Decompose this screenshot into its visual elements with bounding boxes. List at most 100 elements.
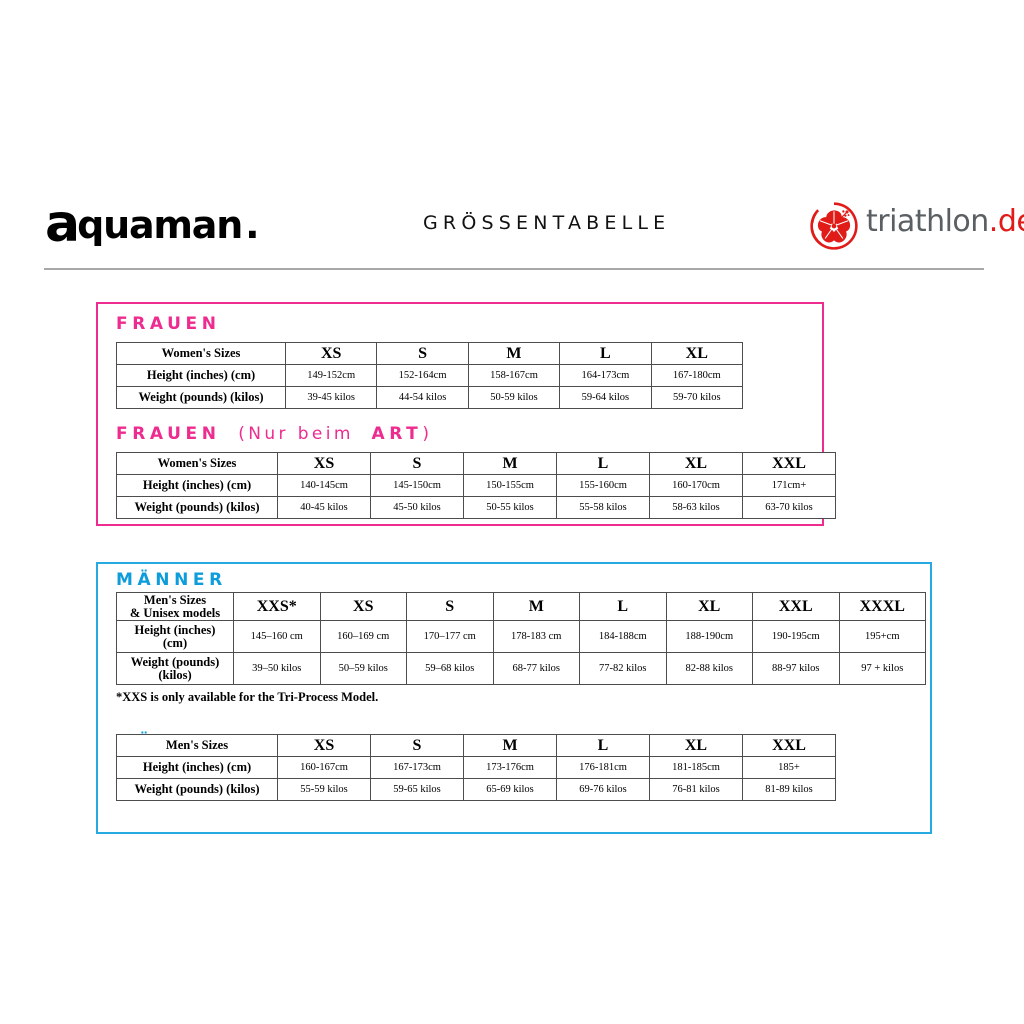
men-size-table-primary: Men's Sizes & Unisex models XXS* XS S M L…: [116, 592, 926, 685]
men2-weight-xxl: 81-89 kilos: [742, 778, 836, 801]
men1-size-l: L: [579, 592, 667, 621]
women2-height-m: 150-155cm: [463, 474, 557, 497]
women1-height-xs: 149-152cm: [284, 364, 378, 387]
men1-weight-label-line1: Weight (pounds): [130, 654, 220, 669]
men2-size-xxl: XXL: [742, 734, 836, 757]
men1-size-xxs: XXS*: [233, 592, 321, 621]
men2-height-l: 176-181cm: [556, 756, 650, 779]
triathlon-de-logo[interactable]: triathlon.de: [762, 196, 1024, 256]
women2-height-xxl: 171cm+: [742, 474, 836, 497]
women1-height-m: 158-167cm: [467, 364, 561, 387]
women2-height-xl: 160-170cm: [649, 474, 743, 497]
women1-height-s: 152-164cm: [376, 364, 469, 387]
xxs-footnote: *XXS is only available for the Tri-Proce…: [116, 690, 379, 704]
women2-weight-label: Weight (pounds) (kilos): [116, 496, 278, 519]
women2-weight-xl: 58-63 kilos: [649, 496, 743, 519]
women2-height-l: 155-160cm: [556, 474, 650, 497]
men1-weight-s: 59–68 kilos: [406, 652, 494, 685]
men2-weight-l: 69-76 kilos: [556, 778, 650, 801]
women1-weight-m: 50-59 kilos: [467, 386, 561, 409]
men2-corner-label: Men's Sizes: [116, 734, 278, 757]
men1-height-xl: 188-190cm: [665, 620, 753, 653]
men1-height-xxs: 145–160 cm: [233, 620, 321, 653]
men1-height-xs: 160–169 cm: [319, 620, 407, 653]
women2-size-xxl: XXL: [742, 452, 836, 475]
aquaman-logo: aquaman.: [45, 198, 260, 250]
men1-height-m: 178-183 cm: [492, 620, 580, 653]
men1-weight-m: 68-77 kilos: [492, 652, 580, 685]
women2-weight-xs: 40-45 kilos: [277, 496, 371, 519]
men2-weight-xs: 55-59 kilos: [277, 778, 371, 801]
women2-size-l: L: [556, 452, 650, 475]
men1-corner-label: Men's Sizes & Unisex models: [116, 592, 234, 621]
table-row: Weight (pounds) (kilos) 55-59 kilos 59-6…: [116, 778, 836, 801]
table-row: Men's Sizes XS S M L XL XXL: [116, 734, 836, 757]
women2-height-s: 145-150cm: [370, 474, 464, 497]
men2-height-m: 173-176cm: [463, 756, 557, 779]
men2-height-xxl: 185+: [742, 756, 836, 779]
women-sizes-section: FRAUEN Women's Sizes XS S M L XL Height …: [96, 302, 836, 526]
men2-size-m: M: [463, 734, 557, 757]
men2-weight-m: 65-69 kilos: [463, 778, 557, 801]
women1-corner-label: Women's Sizes: [116, 342, 286, 365]
page-title: GRÖSSENTABELLE: [423, 212, 671, 234]
women2-weight-s: 45-50 kilos: [370, 496, 464, 519]
women1-height-label: Height (inches) (cm): [116, 364, 286, 387]
table-row: Height (inches) (cm) 145–160 cm 160–169 c…: [116, 620, 926, 653]
women1-size-xl: XL: [650, 342, 743, 365]
triathlon-de-wordmark: triathlon.de: [866, 204, 1024, 239]
men1-weight-label: Weight (pounds) (kilos): [116, 652, 234, 685]
men-size-table-art: Men's Sizes XS S M L XL XXL Height (inch…: [116, 734, 836, 801]
women2-size-xs: XS: [277, 452, 371, 475]
men2-weight-xl: 76-81 kilos: [649, 778, 743, 801]
women-heading2-art: ART: [371, 424, 423, 444]
women1-height-xl: 167-180cm: [650, 364, 743, 387]
aquaman-logo-text: quaman: [77, 203, 243, 247]
men1-height-label-line2: (cm): [162, 635, 188, 650]
women2-weight-xxl: 63-70 kilos: [742, 496, 836, 519]
men1-height-l: 184-188cm: [579, 620, 667, 653]
men1-size-xl: XL: [665, 592, 753, 621]
women2-size-s: S: [370, 452, 464, 475]
women1-weight-label: Weight (pounds) (kilos): [116, 386, 286, 409]
women1-weight-xs: 39-45 kilos: [284, 386, 378, 409]
men-sizes-section: MÄNNER Men's Sizes & Unisex models XXS* X…: [96, 562, 932, 834]
table-row: Weight (pounds) (kilos) 39-45 kilos 44-5…: [116, 386, 743, 409]
women1-weight-xl: 59-70 kilos: [650, 386, 743, 409]
women1-weight-s: 44-54 kilos: [376, 386, 469, 409]
page-header: aquaman. GRÖSSENTABELLE: [0, 0, 1024, 275]
men1-height-xxl: 190-195cm: [752, 620, 840, 653]
women-heading2-open: (Nur beim: [238, 424, 354, 444]
women-section-heading-2: FRAUEN (Nur beim ART): [116, 424, 432, 444]
men2-size-s: S: [370, 734, 464, 757]
men2-height-xl: 181-185cm: [649, 756, 743, 779]
men2-size-l: L: [556, 734, 650, 757]
women-heading2-main: FRAUEN: [116, 424, 221, 444]
men1-corner-line1: Men's Sizes: [143, 592, 207, 607]
women2-weight-l: 55-58 kilos: [556, 496, 650, 519]
triathlon-tld: .de: [988, 204, 1024, 239]
men1-weight-xs: 50–59 kilos: [319, 652, 407, 685]
men1-size-s: S: [406, 592, 494, 621]
table-row: Weight (pounds) (kilos) 39–50 kilos 50–59…: [116, 652, 926, 685]
men1-height-xxxl: 195+cm: [838, 620, 926, 653]
women1-size-l: L: [559, 342, 652, 365]
women-size-table-primary: Women's Sizes XS S M L XL Height (inches…: [116, 342, 743, 409]
women2-height-label: Height (inches) (cm): [116, 474, 278, 497]
men1-size-xxxl: XXXL: [838, 592, 926, 621]
table-row: Women's Sizes XS S M L XL: [116, 342, 743, 365]
women2-weight-m: 50-55 kilos: [463, 496, 557, 519]
women1-size-s: S: [376, 342, 469, 365]
men2-weight-label: Weight (pounds) (kilos): [116, 778, 278, 801]
men1-size-m: M: [492, 592, 580, 621]
men1-corner-line2: & Unisex models: [129, 605, 221, 620]
women1-size-xs: XS: [284, 342, 378, 365]
men1-size-xs: XS: [319, 592, 407, 621]
men1-height-s: 170–177 cm: [406, 620, 494, 653]
men2-size-xs: XS: [277, 734, 371, 757]
aquaman-logo-initial: a: [45, 194, 80, 254]
table-row: Weight (pounds) (kilos) 40-45 kilos 45-5…: [116, 496, 836, 519]
men1-weight-xxl: 88-97 kilos: [752, 652, 840, 685]
table-row: Women's Sizes XS S M L XL XXL: [116, 452, 836, 475]
women1-weight-l: 59-64 kilos: [559, 386, 652, 409]
